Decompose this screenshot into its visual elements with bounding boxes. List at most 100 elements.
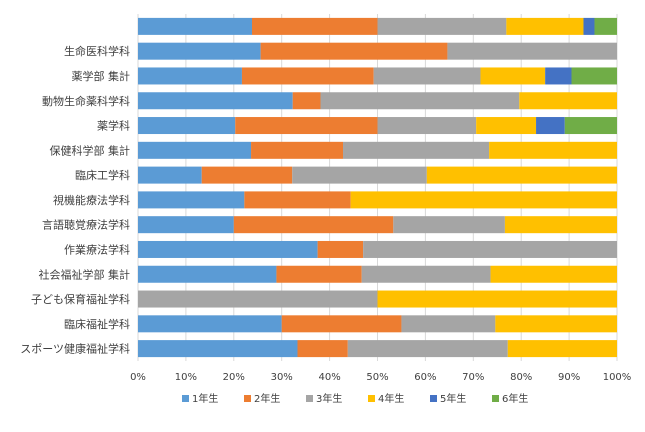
x-tick-label: 20% bbox=[223, 372, 245, 383]
legend: 1年生 2年生 3年生 4年生 5年生 6年生 bbox=[182, 392, 528, 405]
category-label: 薬学科 bbox=[97, 119, 130, 133]
bar-segment bbox=[343, 141, 490, 159]
bar-segment bbox=[138, 315, 282, 333]
bar-segment bbox=[320, 92, 520, 110]
bar-segment bbox=[292, 92, 321, 110]
bar-segment bbox=[317, 240, 364, 258]
legend-swatch bbox=[306, 395, 313, 402]
bar-segment bbox=[252, 17, 378, 35]
bar-segment bbox=[350, 191, 617, 209]
bar-segment bbox=[377, 290, 617, 308]
category-label: 臨床福祉学科 bbox=[64, 317, 130, 331]
legend-swatch bbox=[182, 395, 189, 402]
gridlines bbox=[137, 14, 618, 361]
bar-segment bbox=[281, 315, 402, 333]
bar-segment bbox=[138, 166, 202, 184]
legend-swatch bbox=[492, 395, 499, 402]
bar-segment bbox=[377, 117, 477, 135]
legend-label: 3年生 bbox=[316, 392, 342, 405]
bar-segment bbox=[138, 92, 293, 110]
bar-segment bbox=[201, 166, 293, 184]
category-label: 作業療法学科 bbox=[64, 242, 130, 256]
category-label: 社会福祉学部 集計 bbox=[39, 267, 131, 281]
bar-segment bbox=[235, 117, 378, 135]
x-tick-label: 60% bbox=[414, 372, 436, 383]
legend-swatch bbox=[430, 395, 437, 402]
bar-segment bbox=[138, 67, 242, 85]
bar-segment bbox=[489, 141, 617, 159]
bar-segment bbox=[393, 216, 505, 234]
bar-segment bbox=[347, 340, 508, 358]
bars bbox=[138, 17, 617, 358]
category-label: 動物生命薬科学科 bbox=[42, 94, 130, 108]
bar-segment bbox=[504, 216, 617, 234]
bar-segment bbox=[545, 67, 572, 85]
x-tick-labels: 0% 10% 20% 30% 40% 50% 60% 70% 80% 90% 100% bbox=[130, 372, 631, 383]
bar-segment bbox=[241, 67, 374, 85]
legend-label: 4年生 bbox=[378, 392, 404, 405]
bar-segment bbox=[138, 141, 252, 159]
bar-segment bbox=[260, 42, 448, 60]
bar-segment bbox=[138, 216, 234, 234]
bar-segment bbox=[447, 42, 617, 60]
category-label: 薬学部 集計 bbox=[72, 69, 131, 83]
bar-segment bbox=[363, 240, 617, 258]
bar-segment bbox=[594, 17, 617, 35]
category-label: 視機能療法学科 bbox=[53, 193, 130, 207]
category-label: スポーツ健康福祉学科 bbox=[20, 342, 130, 356]
bar-segment bbox=[138, 117, 236, 135]
bar-segment bbox=[138, 17, 253, 35]
bar-segment bbox=[401, 315, 496, 333]
legend-label: 6年生 bbox=[502, 392, 528, 405]
bar-segment bbox=[536, 117, 565, 135]
bar-segment bbox=[138, 265, 277, 283]
bar-segment bbox=[361, 265, 491, 283]
x-tick-label: 40% bbox=[318, 372, 340, 383]
x-tick-label: 30% bbox=[271, 372, 293, 383]
bar-segment bbox=[233, 216, 394, 234]
category-label: 生命医科学科 bbox=[64, 44, 130, 58]
x-tick-label: 10% bbox=[175, 372, 197, 383]
x-tick-label: 90% bbox=[558, 372, 580, 383]
category-label: 言語聴覚療法学科 bbox=[42, 218, 130, 232]
bar-segment bbox=[377, 17, 507, 35]
bar-segment bbox=[251, 141, 344, 159]
bar-segment bbox=[373, 67, 481, 85]
legend-label: 1年生 bbox=[192, 392, 218, 405]
bar-segment bbox=[138, 42, 261, 60]
bar-segment bbox=[292, 166, 427, 184]
x-tick-label: 80% bbox=[510, 372, 532, 383]
legend-label: 2年生 bbox=[254, 392, 280, 405]
bar-segment bbox=[138, 240, 318, 258]
category-label: 子ども保育福祉学科 bbox=[31, 292, 130, 306]
bar-segment bbox=[564, 117, 617, 135]
legend-swatch bbox=[244, 395, 251, 402]
bar-segment bbox=[426, 166, 617, 184]
bar-segment bbox=[138, 290, 378, 308]
x-tick-label: 100% bbox=[603, 372, 632, 383]
x-tick-label: 50% bbox=[366, 372, 388, 383]
category-label: 臨床工学科 bbox=[75, 168, 130, 182]
bar-segment bbox=[138, 340, 298, 358]
bar-segment bbox=[506, 17, 584, 35]
bar-segment bbox=[476, 117, 537, 135]
category-label: 保健科学部 集計 bbox=[50, 143, 131, 157]
bar-segment bbox=[571, 67, 617, 85]
bar-segment bbox=[519, 92, 617, 110]
bar-segment bbox=[490, 265, 617, 283]
bar-segment bbox=[583, 17, 595, 35]
bar-segment bbox=[480, 67, 546, 85]
x-tick-label: 70% bbox=[462, 372, 484, 383]
bar-segment bbox=[244, 191, 351, 209]
bar-segment bbox=[507, 340, 617, 358]
bar-segment bbox=[495, 315, 617, 333]
bar-segment bbox=[297, 340, 348, 358]
bar-segment bbox=[276, 265, 362, 283]
x-tick-label: 0% bbox=[130, 372, 146, 383]
legend-label: 5年生 bbox=[440, 392, 466, 405]
bar-segment bbox=[138, 191, 245, 209]
legend-swatch bbox=[368, 395, 375, 402]
